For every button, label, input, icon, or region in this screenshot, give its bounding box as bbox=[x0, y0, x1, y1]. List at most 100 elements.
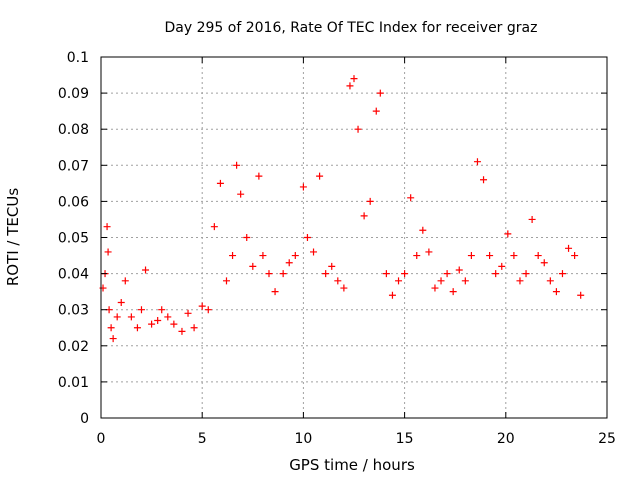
data-point bbox=[178, 327, 186, 335]
y-axis-label: ROTI / TECUs bbox=[4, 188, 22, 286]
data-point bbox=[401, 270, 409, 278]
y-tick-label: 0.04 bbox=[58, 267, 89, 283]
data-point bbox=[285, 259, 293, 267]
x-axis-label: GPS time / hours bbox=[289, 456, 415, 474]
data-point bbox=[107, 324, 115, 332]
data-point bbox=[154, 317, 162, 325]
data-point bbox=[271, 288, 279, 296]
data-point bbox=[109, 335, 117, 343]
data-point bbox=[546, 277, 554, 285]
data-point bbox=[322, 270, 330, 278]
y-tick-label: 0.02 bbox=[58, 339, 89, 355]
data-point bbox=[328, 262, 336, 270]
x-tick-label: 0 bbox=[97, 431, 106, 447]
y-tick-label: 0.09 bbox=[58, 86, 89, 102]
data-point bbox=[376, 89, 384, 97]
y-tick-label: 0.03 bbox=[58, 303, 89, 319]
x-tick-label: 10 bbox=[294, 431, 312, 447]
data-point bbox=[279, 270, 287, 278]
data-point bbox=[473, 158, 481, 166]
data-point bbox=[249, 262, 257, 270]
data-point bbox=[316, 172, 324, 180]
data-point bbox=[210, 223, 218, 231]
data-point bbox=[388, 291, 396, 299]
data-point bbox=[103, 223, 111, 231]
data-point bbox=[190, 324, 198, 332]
data-point bbox=[419, 226, 427, 234]
data-point bbox=[395, 277, 403, 285]
data-point bbox=[222, 277, 230, 285]
data-point bbox=[492, 270, 500, 278]
data-point bbox=[449, 288, 457, 296]
data-point bbox=[486, 252, 494, 260]
data-point bbox=[303, 234, 311, 241]
data-point bbox=[467, 252, 475, 260]
data-point bbox=[504, 230, 512, 238]
data-points bbox=[99, 75, 585, 343]
data-point bbox=[184, 309, 192, 317]
data-point bbox=[498, 262, 506, 270]
y-tick-label: 0.05 bbox=[58, 231, 89, 247]
y-tick-label: 0.1 bbox=[67, 50, 89, 66]
data-point bbox=[142, 266, 150, 274]
data-point bbox=[558, 270, 566, 278]
axis-ticks: 0 0.01 0.02 0.03 0.04 0.05 0.06 0.07 0.08 0.09 0.1… bbox=[58, 50, 616, 447]
data-point bbox=[255, 172, 263, 180]
data-point bbox=[299, 183, 307, 191]
data-point bbox=[334, 277, 342, 285]
data-point bbox=[540, 259, 548, 267]
data-point bbox=[204, 306, 212, 314]
data-point bbox=[350, 75, 358, 83]
data-point bbox=[170, 320, 178, 328]
data-point bbox=[291, 252, 299, 260]
data-point bbox=[480, 176, 488, 184]
data-point bbox=[265, 270, 273, 278]
data-point bbox=[243, 234, 251, 241]
data-point bbox=[510, 252, 518, 260]
data-point bbox=[117, 298, 125, 306]
data-point bbox=[455, 266, 463, 274]
data-point bbox=[565, 244, 573, 252]
data-point bbox=[148, 320, 156, 328]
data-point bbox=[216, 179, 224, 187]
data-point bbox=[366, 197, 374, 205]
chart-title: Day 295 of 2016, Rate Of TEC Index for r… bbox=[165, 20, 538, 36]
data-point bbox=[133, 324, 141, 332]
grid bbox=[101, 57, 607, 418]
data-point bbox=[522, 270, 530, 278]
data-point bbox=[346, 82, 354, 90]
data-point bbox=[382, 270, 390, 278]
data-point bbox=[461, 277, 469, 285]
data-point bbox=[425, 248, 433, 256]
data-point bbox=[121, 277, 129, 285]
data-point bbox=[372, 107, 380, 115]
data-point bbox=[431, 284, 439, 292]
data-point bbox=[137, 306, 145, 314]
y-tick-label: 0.08 bbox=[58, 122, 89, 138]
x-tick-label: 20 bbox=[497, 431, 515, 447]
data-point bbox=[237, 190, 245, 198]
data-point bbox=[229, 252, 237, 260]
data-point bbox=[104, 248, 112, 256]
x-tick-label: 25 bbox=[598, 431, 616, 447]
data-point bbox=[259, 252, 267, 260]
data-point bbox=[437, 277, 445, 285]
data-point bbox=[310, 248, 318, 256]
y-tick-label: 0 bbox=[80, 411, 89, 427]
y-tick-label: 0.01 bbox=[58, 375, 89, 391]
data-point bbox=[198, 302, 206, 310]
x-tick-label: 15 bbox=[396, 431, 414, 447]
data-point bbox=[164, 313, 172, 321]
y-tick-label: 0.07 bbox=[58, 158, 89, 174]
data-point bbox=[113, 313, 121, 321]
y-tick-label: 0.06 bbox=[58, 194, 89, 210]
data-point bbox=[443, 270, 451, 278]
x-tick-label: 5 bbox=[198, 431, 207, 447]
data-point bbox=[571, 252, 579, 260]
data-point bbox=[552, 288, 560, 296]
data-point bbox=[340, 284, 348, 292]
data-point bbox=[127, 313, 135, 321]
data-point bbox=[516, 277, 524, 285]
data-point bbox=[577, 291, 585, 299]
